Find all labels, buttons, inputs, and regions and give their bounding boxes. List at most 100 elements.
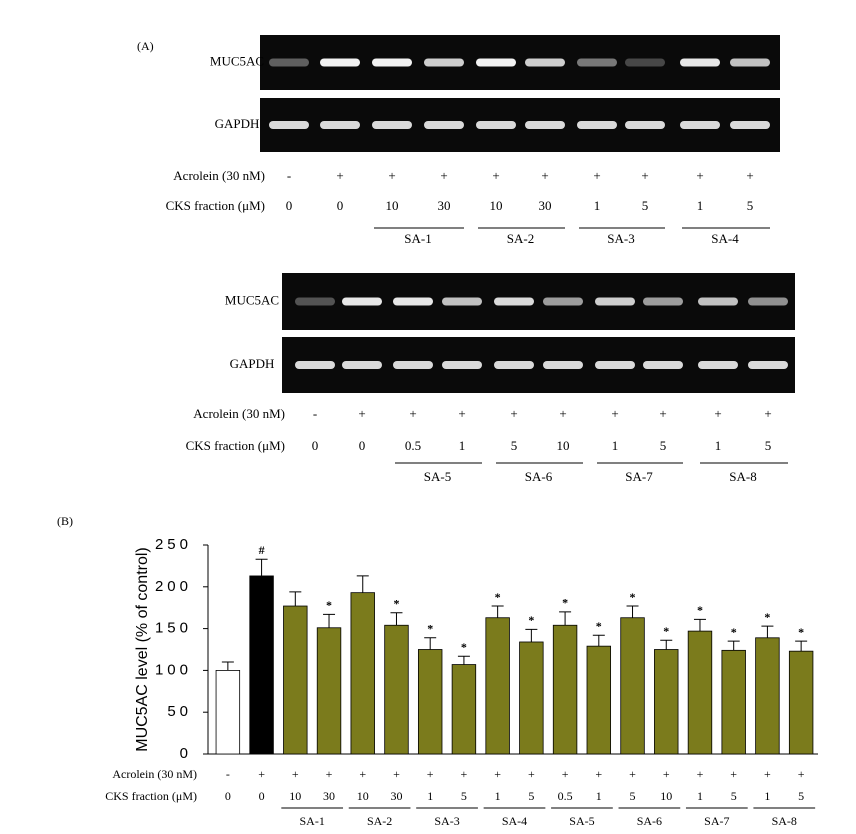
group-label: SA-8 <box>729 469 756 484</box>
gel-band <box>372 121 412 129</box>
y-tick-label: 200 <box>155 578 192 595</box>
treatment-sign: + <box>714 406 721 421</box>
significance-mark: * <box>393 596 399 610</box>
treatment-sign: + <box>611 406 618 421</box>
group-label: SA-3 <box>607 231 634 246</box>
bar <box>620 617 645 755</box>
concentration: 5 <box>660 438 667 453</box>
treatment-sign: + <box>663 767 670 781</box>
treatment-sign: + <box>409 406 416 421</box>
concentration: 1 <box>715 438 722 453</box>
treatment-sign: + <box>461 767 468 781</box>
group-label: SA-3 <box>434 814 459 828</box>
bar <box>384 624 409 755</box>
gel-band <box>393 297 433 306</box>
row-label: Acrolein (30 nM) <box>173 168 265 183</box>
bar <box>654 649 679 755</box>
bar <box>485 617 510 755</box>
treatment-sign: + <box>528 767 535 781</box>
gel-band <box>698 297 738 306</box>
concentration: 5 <box>511 438 518 453</box>
x-tick-label: 1 <box>427 789 433 803</box>
treatment-sign: + <box>562 767 569 781</box>
bar <box>721 649 746 755</box>
bar <box>755 637 780 755</box>
gel-band <box>748 361 788 369</box>
treatment-sign: + <box>559 406 566 421</box>
gel-band <box>730 58 770 67</box>
x-tick-label: 5 <box>461 789 467 803</box>
group-label: SA-4 <box>711 231 739 246</box>
gel-band <box>342 361 382 369</box>
bar <box>283 605 308 755</box>
bar <box>316 627 342 755</box>
treatment-sign: + <box>541 168 548 183</box>
gel-row-label: MUC5AC <box>210 53 264 68</box>
x-tick-label: 1 <box>495 789 501 803</box>
gel-band <box>625 58 665 67</box>
gel-band <box>525 58 565 67</box>
gel-band <box>543 297 583 306</box>
gel-row-label: GAPDH <box>230 356 275 371</box>
treatment-sign: + <box>458 406 465 421</box>
error-bar <box>727 640 740 651</box>
gel-band <box>680 121 720 129</box>
x-tick-label: 5 <box>731 789 737 803</box>
x-tick-label: 1 <box>596 789 602 803</box>
error-bar <box>255 558 268 576</box>
bar <box>350 592 375 755</box>
x-tick-label: 0 <box>259 789 265 803</box>
row-label: CKS fraction (μM) <box>105 789 197 803</box>
bar <box>215 670 241 755</box>
treatment-sign: + <box>258 767 265 781</box>
x-tick-label: 0 <box>225 789 231 803</box>
gel-band <box>295 297 335 306</box>
x-tick-label: 10 <box>660 789 672 803</box>
group-label: SA-7 <box>625 469 653 484</box>
bar <box>586 645 612 755</box>
significance-mark: * <box>798 625 804 639</box>
group-label: SA-8 <box>772 814 797 828</box>
significance-mark: * <box>427 622 433 636</box>
bar <box>687 630 713 755</box>
treatment-sign: + <box>388 168 395 183</box>
x-tick-label: 5 <box>630 789 636 803</box>
gel-band <box>525 121 565 129</box>
gel-band <box>372 58 412 67</box>
treatment-sign: + <box>798 767 805 781</box>
concentration: 5 <box>765 438 772 453</box>
treatment-sign: + <box>730 767 737 781</box>
row-label: CKS fraction (μM) <box>166 198 265 213</box>
gel-band <box>494 297 534 306</box>
bar <box>451 664 477 755</box>
treatment-sign: - <box>313 406 317 421</box>
treatment-sign: + <box>358 406 365 421</box>
concentration: 0 <box>359 438 366 453</box>
error-bar <box>761 625 774 638</box>
gel-band <box>730 121 770 129</box>
concentration: 30 <box>438 198 451 213</box>
gel-band <box>748 297 788 306</box>
concentration: 1 <box>459 438 466 453</box>
group-label: SA-1 <box>299 814 324 828</box>
gel-band <box>342 297 382 306</box>
y-axis-title: MUC5AC level (% of control) <box>134 547 151 752</box>
group-label: SA-6 <box>637 814 662 828</box>
error-bar <box>693 618 706 632</box>
x-tick-label: 1 <box>764 789 770 803</box>
treatment-sign: + <box>746 168 753 183</box>
gel-band <box>424 58 464 67</box>
significance-mark: # <box>259 543 265 557</box>
concentration: 0 <box>312 438 319 453</box>
y-tick-label: 50 <box>167 703 192 720</box>
concentration: 1 <box>594 198 601 213</box>
panel-label: (B) <box>57 514 73 528</box>
group-label: SA-5 <box>569 814 594 828</box>
treatment-sign: + <box>764 406 771 421</box>
treatment-sign: + <box>440 168 447 183</box>
significance-mark: * <box>495 590 501 604</box>
error-bar <box>660 639 673 650</box>
x-tick-label: 5 <box>528 789 534 803</box>
row-label: Acrolein (30 nM) <box>193 406 285 421</box>
error-bar <box>424 637 437 650</box>
